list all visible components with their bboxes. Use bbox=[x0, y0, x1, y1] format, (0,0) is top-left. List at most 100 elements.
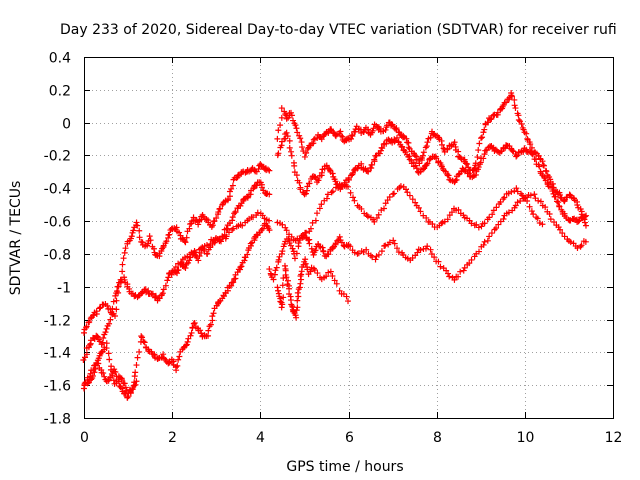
data-point bbox=[307, 225, 314, 232]
data-point bbox=[479, 134, 486, 141]
data-point bbox=[106, 320, 113, 327]
data-point bbox=[404, 189, 411, 196]
data-point bbox=[230, 279, 237, 286]
data-point bbox=[345, 298, 352, 305]
x-tick-label: 6 bbox=[345, 430, 354, 446]
data-point bbox=[364, 213, 371, 220]
data-point bbox=[160, 351, 167, 358]
data-point bbox=[197, 327, 204, 334]
data-point bbox=[428, 250, 435, 257]
data-point bbox=[528, 208, 535, 215]
data-point bbox=[215, 236, 222, 243]
data-point bbox=[347, 189, 354, 196]
data-point bbox=[349, 170, 356, 177]
x-axis-label: GPS time / hours bbox=[286, 459, 403, 475]
data-point bbox=[125, 393, 132, 400]
data-point bbox=[302, 229, 309, 236]
y-tick-label: -1.8 bbox=[44, 412, 71, 428]
data-point bbox=[327, 268, 334, 275]
data-point bbox=[190, 214, 197, 221]
series-track-f bbox=[274, 89, 589, 229]
data-point bbox=[279, 248, 286, 255]
grid-lines bbox=[84, 57, 613, 418]
data-point bbox=[294, 129, 301, 136]
data-point bbox=[349, 133, 356, 140]
data-point bbox=[347, 243, 354, 250]
data-point bbox=[531, 191, 538, 198]
data-point bbox=[415, 204, 422, 211]
data-point bbox=[348, 135, 355, 142]
data-point bbox=[399, 143, 406, 150]
data-point bbox=[225, 229, 232, 236]
data-point bbox=[480, 129, 487, 136]
data-point bbox=[229, 214, 236, 221]
data-point bbox=[444, 216, 451, 223]
y-tick-label: -1 bbox=[57, 281, 71, 297]
data-point bbox=[183, 342, 190, 349]
data-point bbox=[293, 250, 300, 257]
series-track-i bbox=[266, 191, 589, 283]
data-point bbox=[475, 147, 482, 154]
data-point bbox=[191, 320, 198, 327]
data-point bbox=[309, 219, 316, 226]
data-point bbox=[417, 247, 424, 254]
data-point bbox=[307, 268, 314, 275]
data-point bbox=[192, 249, 199, 256]
data-point bbox=[121, 380, 128, 387]
data-point bbox=[373, 214, 380, 221]
data-point bbox=[351, 249, 358, 256]
data-point bbox=[325, 251, 332, 258]
data-point bbox=[174, 362, 181, 369]
data-point bbox=[283, 129, 290, 136]
data-point bbox=[424, 243, 431, 250]
series-track-d bbox=[80, 359, 140, 401]
data-point bbox=[286, 137, 293, 144]
data-point bbox=[391, 240, 398, 247]
data-point bbox=[369, 254, 376, 261]
data-point bbox=[112, 369, 119, 376]
data-point bbox=[211, 217, 218, 224]
data-point bbox=[480, 241, 487, 248]
data-point bbox=[335, 185, 342, 192]
data-point bbox=[431, 131, 438, 138]
data-point bbox=[318, 201, 325, 208]
data-point bbox=[141, 339, 148, 346]
data-point bbox=[239, 222, 246, 229]
data-point bbox=[478, 223, 485, 230]
data-point bbox=[481, 220, 488, 227]
data-point bbox=[574, 245, 581, 252]
data-point bbox=[83, 351, 90, 358]
data-point bbox=[488, 230, 495, 237]
data-point bbox=[203, 242, 210, 249]
data-point bbox=[112, 292, 119, 299]
data-point bbox=[138, 333, 145, 340]
data-point bbox=[551, 219, 558, 226]
data-point bbox=[275, 150, 282, 157]
data-point bbox=[336, 233, 343, 240]
data-point bbox=[306, 240, 313, 247]
data-point bbox=[131, 382, 138, 389]
data-point bbox=[136, 348, 143, 355]
data-point bbox=[316, 205, 323, 212]
data-point bbox=[384, 197, 391, 204]
data-point bbox=[310, 251, 317, 258]
data-point bbox=[215, 209, 222, 216]
series-track-j bbox=[274, 256, 352, 321]
data-point bbox=[289, 245, 296, 252]
data-point bbox=[381, 205, 388, 212]
data-point bbox=[409, 196, 416, 203]
data-markers bbox=[80, 89, 590, 401]
data-point bbox=[582, 213, 589, 220]
data-point bbox=[546, 211, 553, 218]
data-point bbox=[474, 154, 481, 161]
data-point bbox=[547, 216, 554, 223]
data-point bbox=[489, 211, 496, 218]
data-point bbox=[87, 341, 94, 348]
data-point bbox=[514, 188, 521, 195]
data-point bbox=[107, 374, 114, 381]
data-point bbox=[315, 177, 322, 184]
data-point bbox=[386, 239, 393, 246]
data-point bbox=[318, 169, 325, 176]
data-point bbox=[293, 307, 300, 314]
data-point bbox=[87, 315, 94, 322]
